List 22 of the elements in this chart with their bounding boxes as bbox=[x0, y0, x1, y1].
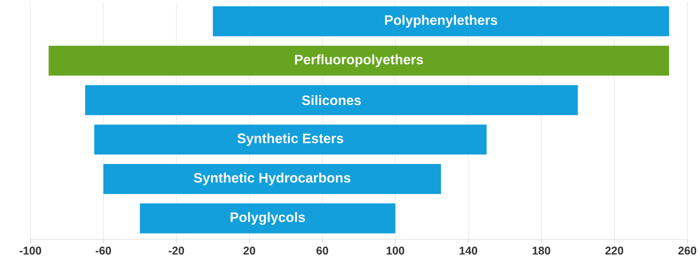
x-tick-label: 60 bbox=[316, 246, 328, 255]
bar bbox=[85, 85, 578, 116]
x-tick-label: -100 bbox=[20, 246, 42, 255]
x-tick-label: -20 bbox=[168, 246, 184, 255]
bar bbox=[212, 6, 670, 36]
bar bbox=[48, 46, 670, 76]
y-tick-label: Polyglycols bbox=[230, 212, 305, 226]
bar bbox=[140, 204, 396, 234]
x-tick-label: 260 bbox=[678, 246, 696, 255]
bar bbox=[103, 164, 441, 194]
x-tick-label: 100 bbox=[386, 246, 404, 255]
y-tick-label: Silicones bbox=[302, 95, 361, 106]
y-tick-label: Polyphenylethers bbox=[385, 15, 498, 28]
x-tick-label: 20 bbox=[244, 246, 256, 255]
bar bbox=[94, 124, 487, 155]
x-tick-label: 220 bbox=[605, 246, 624, 255]
x-tick-label: -60 bbox=[96, 246, 112, 255]
y-tick-label: Perfluoropolyethers bbox=[295, 54, 424, 68]
y-tick-label: Synthetic Esters bbox=[237, 133, 344, 146]
x-tick-label: 140 bbox=[460, 246, 478, 255]
x-tick-label: 180 bbox=[532, 246, 550, 255]
y-tick-label: Synthetic Hydrocarbons bbox=[194, 172, 350, 186]
